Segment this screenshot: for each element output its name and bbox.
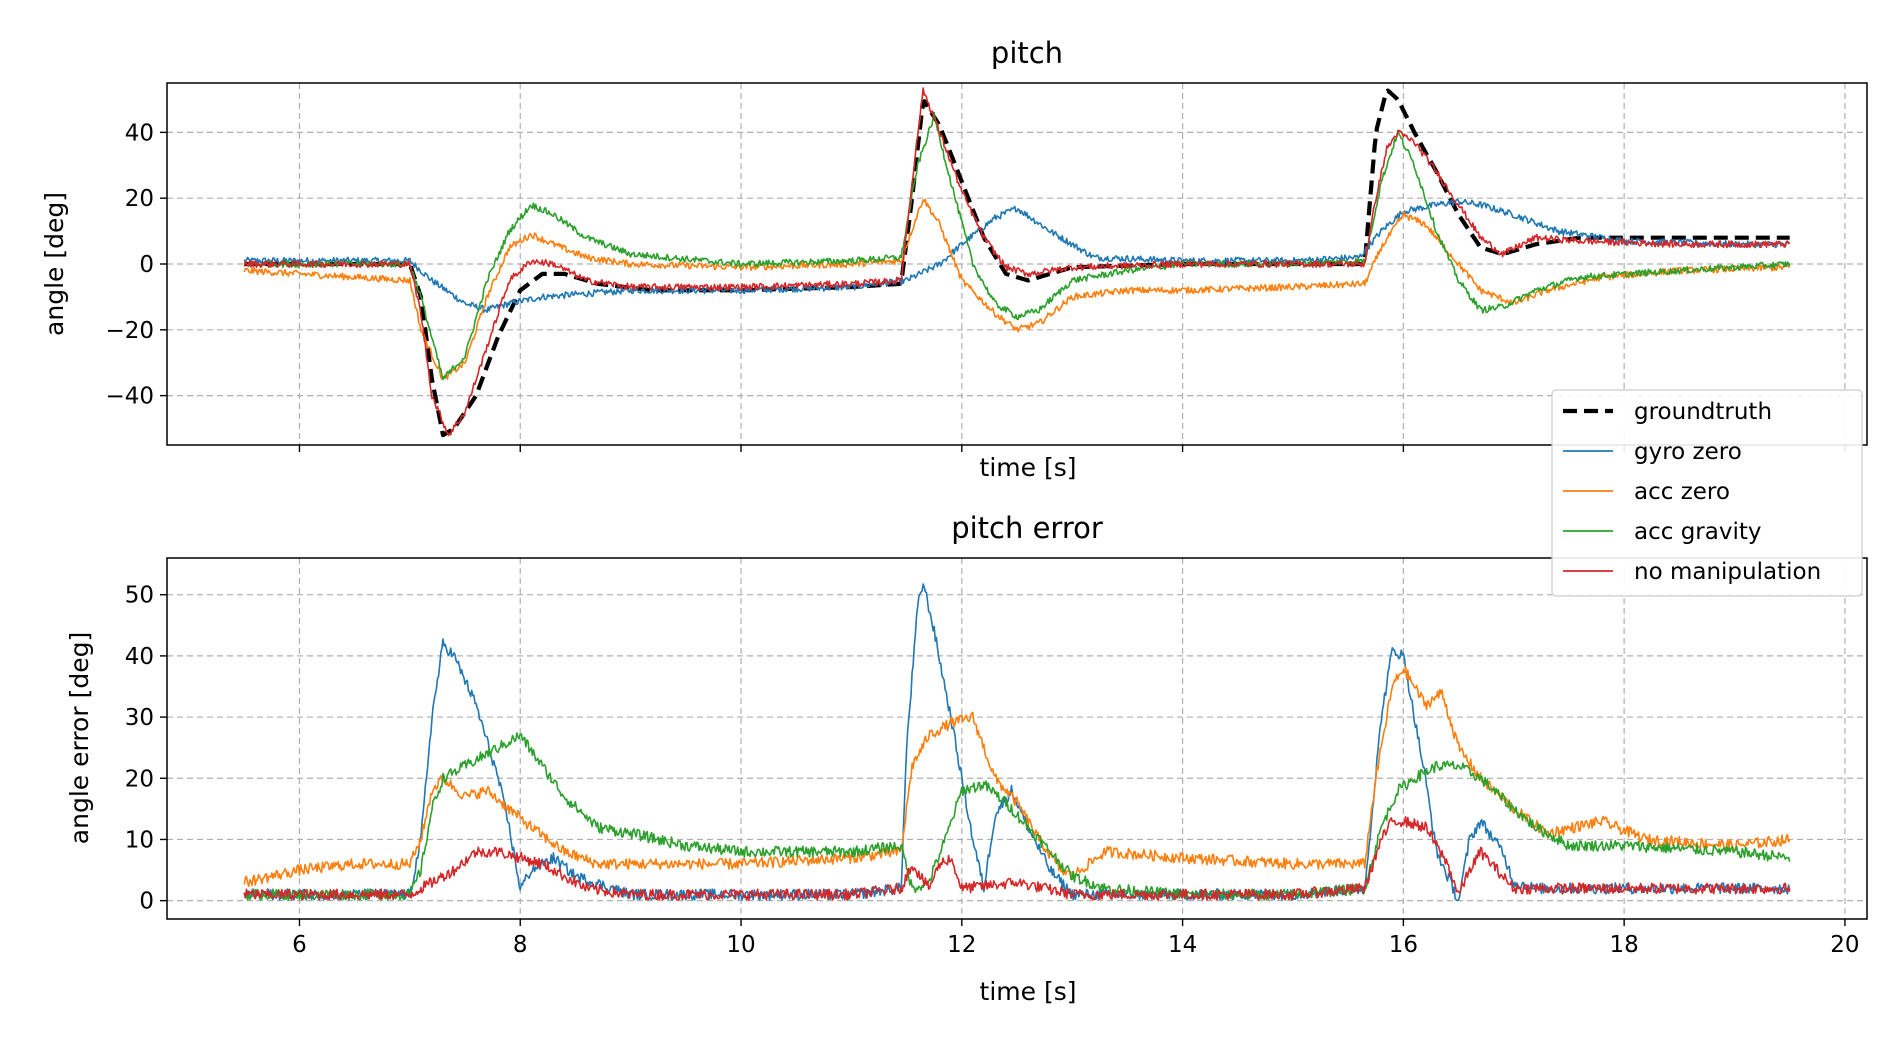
pitch-error-xtick-label: 18 xyxy=(1610,932,1639,958)
legend-label-groundtruth: groundtruth xyxy=(1634,399,1772,425)
pitch-series-gyro-zero xyxy=(243,198,1790,313)
pitch-error-grid xyxy=(167,558,1867,919)
pitch-title: pitch xyxy=(991,36,1063,70)
pitch-ylabel: angle [deg] xyxy=(40,192,69,336)
pitch-xlabel: time [s] xyxy=(980,453,1077,482)
legend-box xyxy=(1551,389,1863,597)
pitch-ytick-label: 40 xyxy=(125,120,154,146)
pitch-error-xtick-label: 10 xyxy=(726,932,755,958)
pitch-error-series xyxy=(243,583,1791,902)
pitch-error-xtick-label: 16 xyxy=(1389,932,1418,958)
pitch-error-xtick-label: 12 xyxy=(947,932,976,958)
pitch-error-xtick-label: 14 xyxy=(1168,932,1197,958)
pitch-series-groundtruth xyxy=(244,88,1790,438)
pitch-error-ytick-label: 20 xyxy=(125,766,154,792)
legend-items: groundtruth gyro zero acc zero acc gravity n… xyxy=(1563,399,1821,585)
pitch-series xyxy=(243,87,1791,438)
pitch-error-xlabel: time [s] xyxy=(980,977,1077,1006)
pitch-ytick-label: 0 xyxy=(139,252,154,278)
pitch-error-xtick-label: 8 xyxy=(513,932,528,958)
pitch-error-ytick-label: 30 xyxy=(125,705,154,731)
pitch-error-xtick-label: 20 xyxy=(1830,932,1859,958)
pitch-ytick-label: −40 xyxy=(105,384,154,410)
legend: groundtruth gyro zero acc zero acc gravity n… xyxy=(1551,389,1863,597)
pitch-grid xyxy=(167,83,1867,445)
pitch-error-panel: pitch error 6 8 10 12 14 16 18 20 0 10 20 30 40 50 ti… xyxy=(65,511,1868,1006)
pitch-ytick-label: 20 xyxy=(125,186,154,212)
pitch-error-title: pitch error xyxy=(951,511,1103,545)
pitch-series-no-manipulation xyxy=(243,87,1791,437)
pitch-error-series-no-manipulation xyxy=(243,816,1791,901)
legend-label-acc-zero: acc zero xyxy=(1634,479,1730,505)
pitch-error-ytick-label: 10 xyxy=(125,827,154,853)
pitch-error-ytick-label: 0 xyxy=(139,889,154,915)
pitch-ytick-label: −20 xyxy=(105,318,154,344)
pitch-series-acc-zero xyxy=(243,198,1791,380)
legend-label-acc-gravity: acc gravity xyxy=(1634,519,1761,545)
pitch-series-acc-gravity xyxy=(244,111,1791,381)
pitch-error-ylabel: angle error [deg] xyxy=(65,632,94,844)
pitch-error-series-acc-gravity xyxy=(243,732,1791,901)
pitch-error-ytick-label: 50 xyxy=(125,583,154,609)
pitch-ticks: −40 −20 0 20 40 xyxy=(105,120,1846,452)
legend-label-gyro-zero: gyro zero xyxy=(1634,439,1742,465)
pitch-error-ticks: 6 8 10 12 14 16 18 20 0 10 20 30 40 50 xyxy=(125,583,1860,958)
pitch-error-axes-frame xyxy=(166,557,1868,920)
pitch-error-xtick-label: 6 xyxy=(292,932,307,958)
pitch-error-ytick-label: 40 xyxy=(125,644,154,670)
legend-label-no-manipulation: no manipulation xyxy=(1634,559,1821,585)
pitch-panel: pitch −40 −20 0 20 40 time [s] angle [deg] xyxy=(40,36,1868,482)
